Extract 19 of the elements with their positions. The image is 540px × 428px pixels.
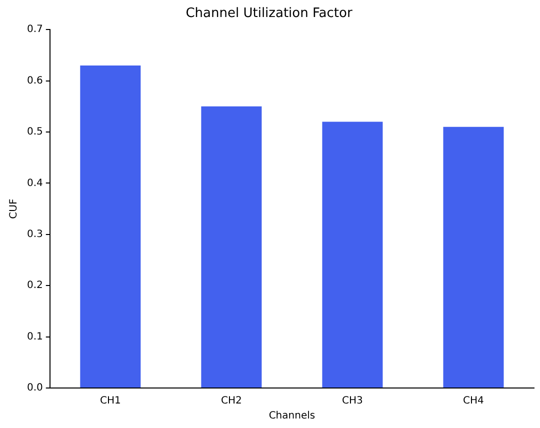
y-tick-label: 0.2 [26, 280, 43, 292]
x-tick-label: CH3 [342, 396, 363, 407]
bar [322, 122, 383, 388]
y-tick-label: 0.0 [26, 382, 43, 394]
x-axis-title: Channels [268, 410, 316, 422]
y-tick-label: 0.7 [26, 24, 43, 36]
bar [201, 106, 262, 388]
y-tick-label: 0.3 [26, 228, 43, 240]
y-tick-label: 0.5 [26, 126, 43, 138]
y-tick-label: 0.4 [26, 178, 43, 189]
y-axis-title: CUF [8, 198, 20, 219]
bar [80, 65, 141, 388]
chart-title: Channel Utilization Factor [186, 6, 353, 22]
y-tick-label: 0.1 [26, 331, 43, 342]
x-tick-label: CH1 [100, 396, 121, 407]
x-tick-label: CH2 [221, 396, 242, 407]
bar [443, 126, 504, 388]
y-tick-label: 0.6 [26, 75, 43, 86]
x-tick-label: CH4 [463, 396, 484, 407]
